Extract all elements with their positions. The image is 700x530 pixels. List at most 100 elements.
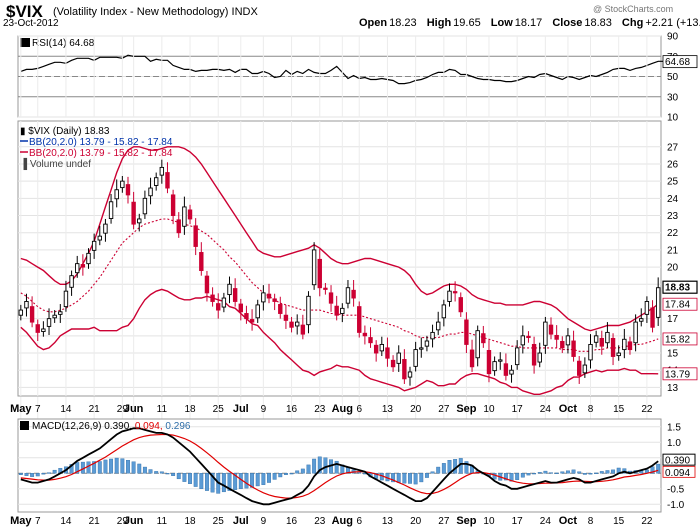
symbol-fullname: (Volatility Index - New Methodology)	[53, 6, 229, 18]
rsi-last-value-box	[662, 55, 698, 69]
candle-body	[170, 194, 176, 216]
macd-x-label: Oct	[559, 515, 578, 527]
macd-tick-label: -0.5	[667, 484, 685, 495]
price-legend-vix: ▮ $VIX (Daily) 18.83	[20, 126, 110, 137]
price-x-label: 10	[483, 404, 495, 415]
price-x-label: 18	[184, 404, 196, 415]
candle-body	[492, 361, 497, 372]
low-label: Low	[490, 17, 513, 29]
price-value-label: 17.84	[665, 300, 690, 311]
macd-histogram-bar	[317, 456, 322, 474]
candle-body	[266, 293, 272, 299]
price-tick-label: 26	[667, 159, 679, 170]
candle-body	[204, 275, 210, 294]
macd-histogram-bar	[205, 473, 209, 491]
macd-histogram-bar	[278, 473, 283, 478]
candle-body	[193, 225, 198, 247]
macd-histogram-bar	[543, 470, 548, 474]
macd-x-label: 10	[483, 516, 495, 527]
candle-body	[114, 189, 119, 200]
candle-body	[120, 180, 125, 189]
macd-histogram-bar	[69, 464, 74, 474]
candle-body	[368, 337, 373, 344]
price-x-label: 14	[60, 404, 72, 415]
macd-histogram-bar	[289, 473, 294, 475]
macd-histogram-bar	[571, 469, 576, 474]
candle-body	[41, 328, 46, 332]
macd-histogram-bar	[182, 473, 187, 482]
rsi-legend-swatch	[20, 38, 30, 47]
candle-body	[503, 363, 509, 376]
price-tick-label: 13	[667, 383, 679, 394]
candle-body	[238, 303, 243, 313]
candle-body	[441, 304, 447, 319]
candle-body	[278, 304, 283, 314]
macd-histogram-bar	[52, 469, 57, 474]
macd-histogram-bar	[120, 458, 125, 474]
macd-histogram-bar	[165, 473, 170, 475]
high-value: 19.65	[453, 17, 481, 29]
candle-body	[125, 184, 131, 196]
price-value-label: 13.79	[665, 369, 690, 380]
candle-body	[610, 337, 616, 357]
candle-body	[565, 335, 571, 346]
rsi-last-value-label: 64.68	[665, 57, 690, 68]
macd-histogram-bar	[599, 471, 604, 474]
macd-histogram-bar	[300, 468, 305, 474]
macd-x-label: 29	[117, 516, 129, 527]
price-x-label: 16	[286, 404, 298, 415]
macd-x-label: 13	[382, 516, 394, 527]
candle-body	[407, 371, 413, 378]
macd-legend: MACD(12,26,9) 0.390, 0.094, 0.296	[32, 421, 191, 432]
macd-histogram-bar	[109, 458, 114, 474]
macd-legend-swatch	[20, 421, 29, 430]
candle-body	[362, 332, 368, 337]
macd-histogram-bar	[159, 471, 164, 474]
candle-body	[357, 306, 362, 333]
candle-body	[633, 321, 638, 344]
candle-body	[616, 352, 621, 357]
candle-body	[137, 218, 142, 224]
price-x-label: 11	[157, 404, 168, 415]
candle-body	[306, 295, 311, 326]
candle-body	[52, 314, 57, 319]
candle-body	[526, 335, 531, 339]
candle-body	[639, 318, 644, 322]
price-value-box	[662, 297, 698, 311]
candle-body	[430, 331, 435, 340]
macd-histogram-bar	[41, 473, 46, 475]
candle-body	[464, 319, 469, 345]
macd-x-label: 18	[184, 516, 196, 527]
candle-body	[18, 309, 24, 316]
candle-body	[593, 335, 599, 343]
macd-histogram-bar	[92, 461, 97, 474]
macd-x-label: 27	[438, 516, 450, 527]
price-x-label: 8	[588, 404, 594, 415]
macd-histogram-bar	[47, 472, 51, 474]
candle-body	[283, 314, 289, 321]
macd-histogram-bar	[436, 466, 441, 474]
macd-histogram-bar	[408, 473, 412, 484]
macd-histogram-bar	[126, 460, 130, 474]
candle-body	[176, 219, 181, 234]
candle-body	[80, 264, 86, 268]
macd-x-label: Aug	[332, 515, 353, 527]
candle-body	[272, 298, 277, 302]
candle-body	[165, 172, 170, 189]
candle-body	[199, 252, 204, 271]
candle-body	[548, 324, 554, 335]
price-x-label: 23	[314, 404, 326, 415]
macd-histogram-bar	[238, 473, 243, 489]
price-legend-bb-blue: BB(20,2.0) 13.79 - 15.82 - 17.84	[29, 137, 173, 148]
candle-body	[108, 201, 114, 219]
symbol-name: (Volatility Index - New Methodology) IND…	[53, 6, 258, 18]
candle-body	[35, 324, 40, 333]
macd-x-label: 21	[89, 516, 101, 527]
price-value-box	[662, 367, 698, 381]
macd-histogram-bar	[515, 473, 520, 480]
macd-x-label: Jun	[124, 515, 144, 527]
macd-histogram-bar	[114, 457, 119, 474]
candle-body	[402, 359, 407, 380]
price-x-label: 13	[382, 404, 394, 415]
macd-tick-label: -1.0	[667, 500, 685, 511]
